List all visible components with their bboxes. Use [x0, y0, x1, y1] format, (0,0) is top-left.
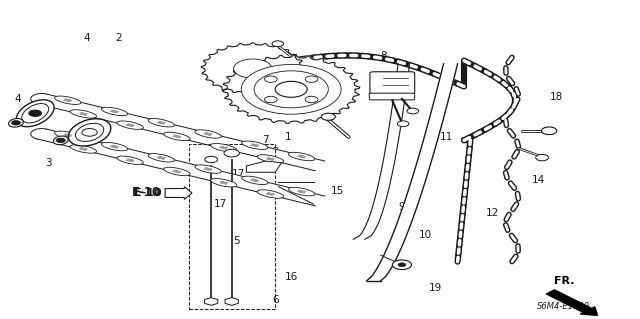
Text: 17: 17 — [214, 199, 227, 209]
Text: 8: 8 — [381, 51, 387, 61]
Text: E-10: E-10 — [134, 188, 161, 198]
Ellipse shape — [211, 179, 237, 187]
Circle shape — [397, 121, 409, 127]
Circle shape — [536, 154, 548, 161]
Polygon shape — [37, 94, 324, 171]
Text: 9: 9 — [399, 202, 405, 212]
Ellipse shape — [68, 119, 111, 146]
Text: 16: 16 — [285, 272, 298, 282]
Text: 6: 6 — [272, 295, 278, 305]
Circle shape — [224, 149, 239, 157]
Text: 11: 11 — [440, 132, 453, 142]
Ellipse shape — [195, 165, 221, 173]
Circle shape — [56, 138, 65, 143]
Text: FR.: FR. — [554, 276, 574, 286]
Ellipse shape — [242, 176, 268, 184]
Ellipse shape — [164, 167, 190, 176]
FancyBboxPatch shape — [370, 72, 415, 94]
Polygon shape — [202, 43, 305, 94]
Ellipse shape — [54, 96, 81, 104]
Ellipse shape — [211, 144, 237, 152]
Text: S6M4-E1100: S6M4-E1100 — [536, 302, 590, 311]
FancyBboxPatch shape — [369, 93, 415, 100]
Text: 19: 19 — [429, 283, 442, 293]
Ellipse shape — [164, 132, 190, 141]
Ellipse shape — [148, 119, 175, 127]
Text: E-10: E-10 — [132, 187, 161, 199]
Circle shape — [264, 96, 277, 103]
Text: 4: 4 — [83, 33, 90, 43]
Text: 17: 17 — [232, 169, 244, 179]
Circle shape — [392, 260, 412, 270]
Text: 12: 12 — [486, 208, 499, 218]
Text: 7: 7 — [262, 135, 269, 145]
Ellipse shape — [76, 123, 104, 141]
Circle shape — [321, 113, 335, 120]
Circle shape — [305, 76, 318, 82]
Ellipse shape — [195, 130, 221, 138]
Ellipse shape — [289, 152, 315, 161]
Circle shape — [12, 121, 20, 125]
Text: 10: 10 — [419, 230, 432, 241]
Circle shape — [264, 76, 277, 82]
Circle shape — [541, 127, 557, 135]
Ellipse shape — [8, 118, 24, 127]
Ellipse shape — [257, 155, 284, 163]
Circle shape — [241, 64, 341, 114]
Text: 5: 5 — [234, 236, 240, 246]
Ellipse shape — [16, 100, 54, 127]
Text: 15: 15 — [332, 186, 344, 196]
Text: 14: 14 — [532, 175, 545, 185]
Circle shape — [272, 41, 284, 47]
Text: 4: 4 — [15, 94, 21, 104]
Ellipse shape — [101, 107, 128, 116]
Polygon shape — [37, 129, 324, 206]
Ellipse shape — [54, 131, 81, 139]
FancyArrow shape — [165, 187, 192, 199]
Ellipse shape — [101, 142, 128, 151]
Ellipse shape — [22, 104, 49, 123]
Ellipse shape — [53, 136, 68, 145]
Ellipse shape — [117, 121, 143, 129]
Text: 2: 2 — [115, 33, 122, 43]
Circle shape — [234, 59, 272, 78]
Polygon shape — [367, 64, 458, 281]
FancyArrow shape — [547, 290, 598, 315]
Text: 3: 3 — [45, 158, 51, 168]
Circle shape — [398, 263, 406, 267]
Polygon shape — [222, 55, 360, 123]
Text: 13: 13 — [268, 146, 280, 157]
Circle shape — [205, 156, 218, 163]
Polygon shape — [246, 161, 282, 172]
Circle shape — [29, 110, 42, 116]
Ellipse shape — [242, 141, 268, 149]
Circle shape — [82, 129, 97, 136]
Ellipse shape — [70, 145, 97, 153]
Text: 1: 1 — [285, 132, 291, 142]
Circle shape — [407, 108, 419, 114]
Ellipse shape — [289, 187, 315, 196]
Ellipse shape — [70, 110, 97, 118]
Ellipse shape — [148, 154, 175, 162]
Circle shape — [275, 81, 307, 97]
Ellipse shape — [257, 190, 284, 198]
Circle shape — [305, 96, 318, 103]
Ellipse shape — [117, 156, 143, 164]
Circle shape — [254, 71, 328, 108]
Text: 18: 18 — [550, 92, 563, 102]
